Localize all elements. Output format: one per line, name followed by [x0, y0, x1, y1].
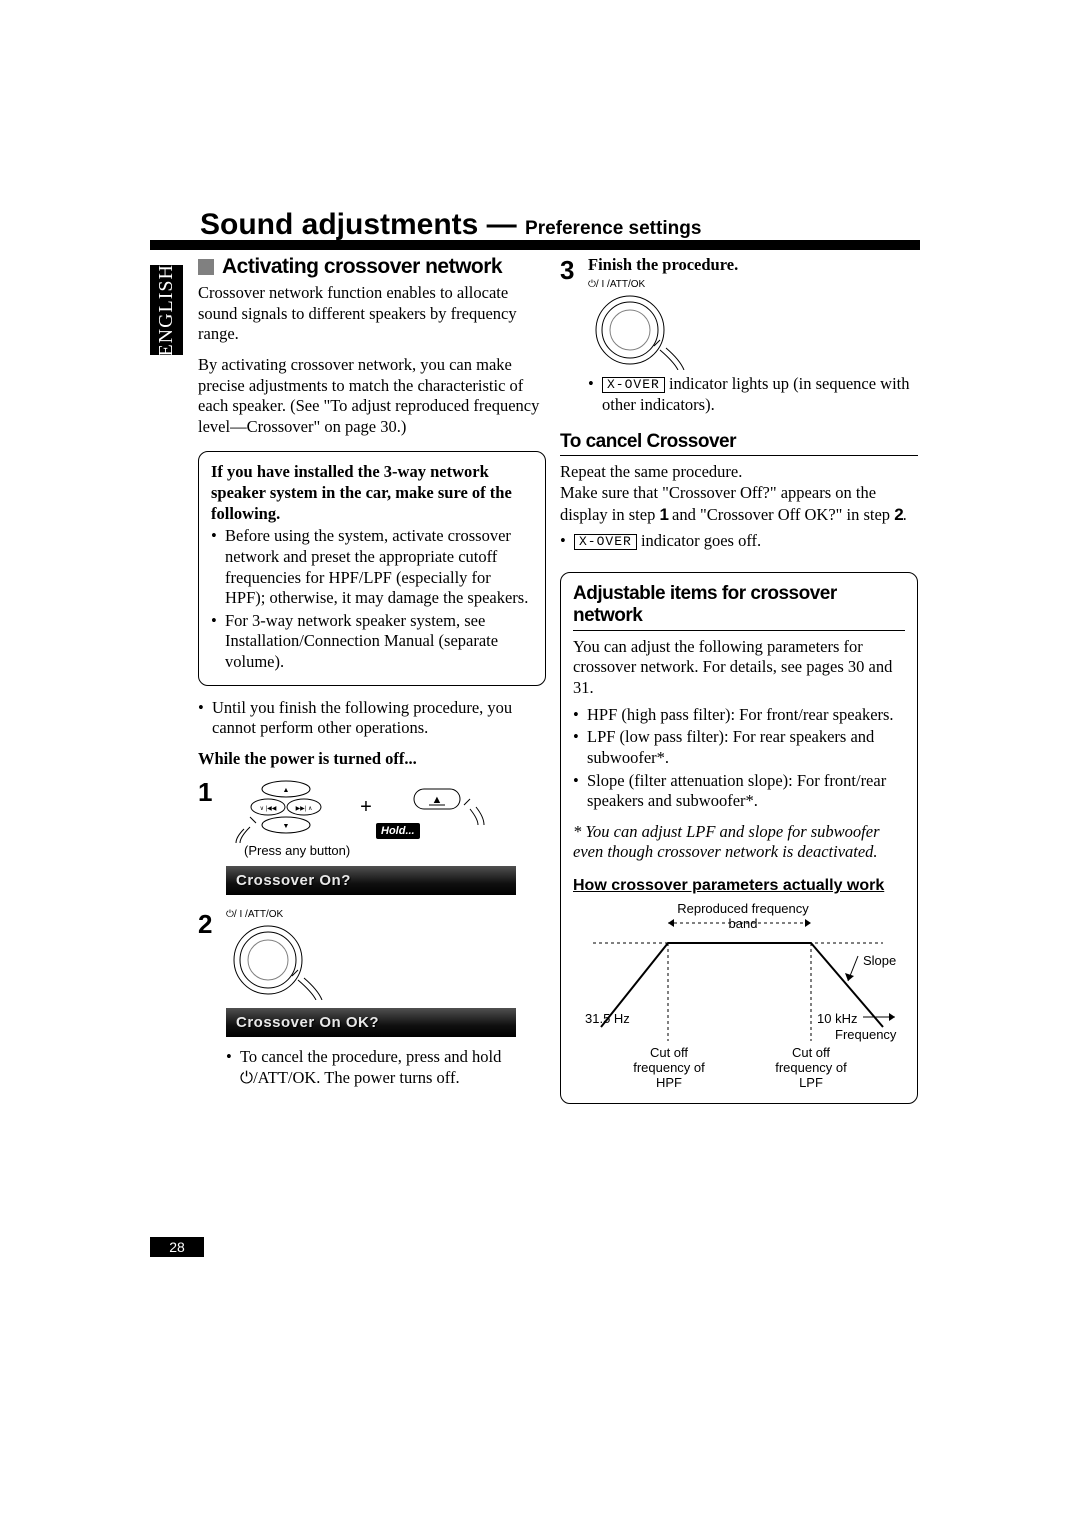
- step-ref-1: 1: [659, 505, 667, 524]
- freq-high-label: 10 kHz: [817, 1011, 857, 1026]
- step-number: 3: [560, 255, 578, 286]
- svg-text:▶▶| ∧: ▶▶| ∧: [296, 806, 313, 812]
- step-number: 2: [198, 909, 216, 940]
- lpf-cutoff-label: Cut off frequency of LPF: [771, 1045, 851, 1090]
- adj-text-2: LPF (low pass filter): For rear speakers…: [587, 727, 905, 768]
- warning-bullet-2: • For 3-way network speaker system, see …: [211, 611, 533, 673]
- title-sub: Preference settings: [525, 218, 701, 239]
- adjustable-items-box: Adjustable items for crossover network Y…: [560, 572, 918, 1104]
- warning-text-1: Before using the system, activate crosso…: [225, 526, 533, 609]
- display-crossover-on-ok: Crossover On OK?: [226, 1008, 516, 1037]
- cancel-subsection-title: To cancel Crossover: [560, 431, 918, 456]
- step-3-bullet: • X-OVER indicator lights up (in sequenc…: [588, 374, 918, 415]
- title-main: Sound adjustments —: [200, 208, 525, 241]
- intro-paragraph-2: By activating crossover network, you can…: [198, 355, 546, 438]
- bullet-icon: •: [211, 526, 225, 609]
- knob-diagram: [226, 920, 346, 1000]
- section-header: Activating crossover network: [198, 255, 546, 279]
- svg-text:▲: ▲: [432, 794, 443, 806]
- language-tab: ENGLISH: [150, 265, 183, 355]
- bullet-icon: •: [573, 727, 587, 768]
- bullet-icon: •: [226, 1047, 240, 1088]
- press-any-label: (Press any button): [244, 843, 546, 858]
- while-off-heading: While the power is turned off...: [198, 749, 546, 769]
- frequency-curve: [573, 901, 903, 1091]
- bullet-icon: •: [560, 531, 574, 552]
- step-1-body: ▲ ∨ |◀◀ ▶▶| ∧ ▼ + ▲: [226, 777, 546, 895]
- title-underline: [150, 240, 920, 250]
- warning-text-2: For 3-way network speaker system, see In…: [225, 611, 533, 673]
- bullet-icon: •: [573, 705, 587, 726]
- bullet-icon: •: [198, 698, 212, 739]
- freq-axis-label: Frequency: [835, 1027, 896, 1042]
- cancel-p1: Repeat the same procedure.: [560, 462, 918, 483]
- bullet-icon: •: [588, 374, 602, 415]
- step-ref-2: 2: [894, 505, 902, 524]
- step-2: 2 ⏻/ I /ATT/OK Crossover On OK? • To can…: [198, 909, 546, 1088]
- cancel-text: To cancel the procedure, press and hold …: [240, 1047, 546, 1088]
- until-note: • Until you finish the following procedu…: [198, 698, 546, 739]
- adj-intro: You can adjust the following parameters …: [573, 637, 905, 699]
- knob-diagram: [588, 290, 708, 370]
- svg-text:▲: ▲: [283, 787, 290, 794]
- step-3-text: X-OVER indicator lights up (in sequence …: [602, 374, 918, 415]
- xover-badge: X-OVER: [574, 534, 637, 550]
- intro-paragraph-1: Crossover network function enables to al…: [198, 283, 546, 345]
- page-number: 28: [150, 1237, 204, 1257]
- hold-badge: Hold...: [376, 823, 420, 839]
- cancel-bullet: • X-OVER indicator goes off.: [560, 531, 918, 552]
- svg-text:▼: ▼: [283, 823, 290, 830]
- adj-bullet-3: • Slope (filter attenuation slope): For …: [573, 771, 905, 812]
- adj-footnote: * You can adjust LPF and slope for subwo…: [573, 822, 905, 863]
- until-text: Until you finish the following procedure…: [212, 698, 546, 739]
- svg-text:∨ |◀◀: ∨ |◀◀: [260, 806, 277, 812]
- freq-low-label: 31.5 Hz: [585, 1011, 630, 1026]
- power-icon: ⏻: [240, 1068, 253, 1087]
- language-label: ENGLISH: [155, 264, 178, 357]
- right-column: 3 Finish the procedure. ⏻/ I /ATT/OK • X…: [560, 255, 918, 1104]
- adj-bullet-1: • HPF (high pass filter): For front/rear…: [573, 705, 905, 726]
- cancel-note: • To cancel the procedure, press and hol…: [226, 1047, 546, 1088]
- att-ok-label: ⏻/ I /ATT/OK: [226, 909, 546, 920]
- left-column: Activating crossover network Crossover n…: [198, 255, 546, 1088]
- bullet-icon: •: [211, 611, 225, 673]
- step-2-body: ⏻/ I /ATT/OK Crossover On OK? • To cance…: [226, 909, 546, 1088]
- warning-bullet-1: • Before using the system, activate cros…: [211, 526, 533, 609]
- adj-text-1: HPF (high pass filter): For front/rear s…: [587, 705, 894, 726]
- bullet-icon: •: [573, 771, 587, 812]
- cancel-bullet-text: X-OVER indicator goes off.: [574, 531, 761, 552]
- att-ok-label: ⏻/ I /ATT/OK: [588, 279, 918, 290]
- step-number: 1: [198, 777, 216, 808]
- display-crossover-on: Crossover On?: [226, 866, 516, 895]
- adjustable-items-title: Adjustable items for crossover network: [573, 583, 905, 631]
- cancel-p2: Make sure that "Crossover Off?" appears …: [560, 483, 918, 525]
- slope-label: Slope: [863, 953, 896, 968]
- step-3-label: Finish the procedure.: [588, 255, 918, 275]
- step-1: 1 ▲ ∨ |◀◀ ▶▶| ∧ ▼ +: [198, 777, 546, 895]
- hpf-cutoff-label: Cut off frequency of HPF: [629, 1045, 709, 1090]
- warning-heading: If you have installed the 3-way network …: [211, 462, 533, 524]
- frequency-chart: Reproduced frequency band: [573, 901, 905, 1091]
- how-heading: How crossover parameters actually work: [573, 877, 905, 895]
- adj-bullet-2: • LPF (low pass filter): For rear speake…: [573, 727, 905, 768]
- section-bullet-icon: [198, 259, 214, 275]
- warning-box: If you have installed the 3-way network …: [198, 451, 546, 685]
- xover-badge: X-OVER: [602, 377, 665, 393]
- adj-text-3: Slope (filter attenuation slope): For fr…: [587, 771, 905, 812]
- section-title: Activating crossover network: [222, 255, 502, 279]
- page: Sound adjustments — Preference settings …: [0, 0, 1080, 1528]
- step-3-body: Finish the procedure. ⏻/ I /ATT/OK • X-O…: [588, 255, 918, 415]
- page-title: Sound adjustments — Preference settings: [200, 208, 900, 242]
- svg-text:+: +: [360, 796, 372, 818]
- step-3: 3 Finish the procedure. ⏻/ I /ATT/OK • X…: [560, 255, 918, 415]
